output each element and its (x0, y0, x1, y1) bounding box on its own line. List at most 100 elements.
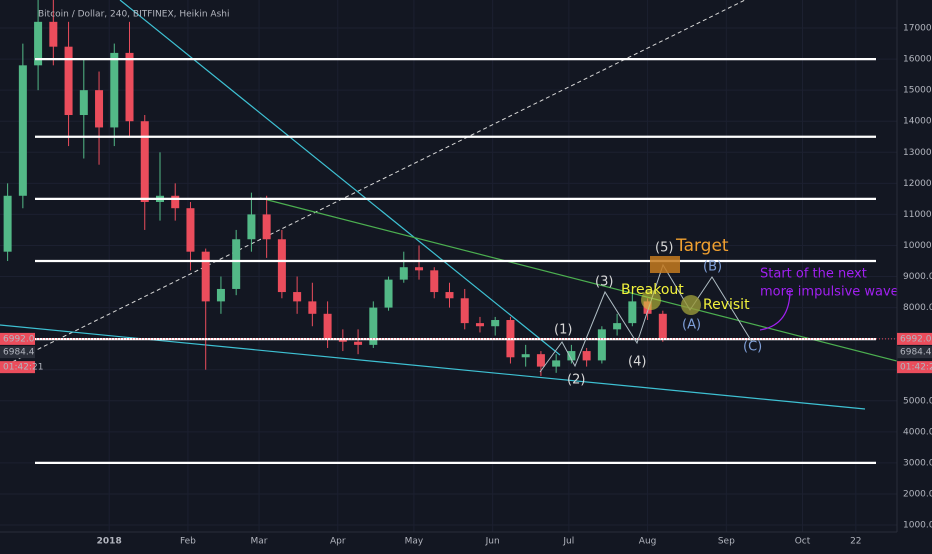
x-tick-label: Mar (251, 537, 268, 547)
wave-label: (5) (655, 241, 673, 256)
y-tick-label: 9000.0 (903, 272, 932, 282)
candle-body (277, 239, 286, 293)
candle-body (445, 292, 454, 299)
candle-body (460, 298, 469, 324)
chart-title: Bitcoin / Dollar, 240, BITFINEX, Heikin … (38, 10, 230, 20)
axes: 1000.02000.03000.04000.05000.06000.07000… (0, 24, 932, 547)
price-label: 6984.4 (3, 348, 35, 358)
candle-body (34, 21, 43, 66)
wave-label: (1) (554, 323, 572, 338)
candle-body (536, 354, 545, 367)
candle-body (293, 292, 302, 302)
candle-body (552, 360, 561, 367)
y-tick-label: 17000.0 (903, 24, 932, 34)
x-tick-label: 22 (850, 537, 861, 547)
y-tick-label: 16000.0 (903, 55, 932, 65)
breakout-label: Breakout (621, 282, 684, 298)
revisit-circle (681, 295, 701, 315)
y-tick-label: 15000.0 (903, 86, 932, 96)
target-label: Target (675, 236, 729, 256)
candle-body (628, 301, 637, 324)
note-arrow (759, 289, 791, 331)
candle-body (475, 323, 484, 327)
candle-body (186, 208, 195, 252)
price-label: 01:42:21 (900, 363, 932, 373)
candle-body (399, 267, 408, 280)
wave-label: (4) (628, 355, 646, 370)
x-tick-label: Feb (180, 537, 196, 547)
candle-body (140, 121, 149, 202)
y-tick-label: 2000.0 (903, 489, 932, 499)
x-tick-label: Jun (485, 537, 500, 547)
x-tick-label: May (405, 537, 424, 547)
candle-body (18, 65, 27, 196)
candle-body (216, 288, 225, 302)
candle-body (110, 52, 119, 128)
y-tick-label: 5000.0 (903, 396, 932, 406)
revisit-label: Revisit (703, 297, 750, 313)
price-label: 6992.0 (900, 334, 932, 344)
candle-body (430, 270, 439, 293)
candle-body (384, 279, 393, 308)
candle-body (79, 90, 88, 116)
candle-body (369, 307, 378, 345)
wave-path (539, 263, 753, 373)
price-label: 01:42:21 (3, 363, 43, 373)
price-axis (897, 0, 932, 550)
x-tick-label: Sep (718, 537, 735, 547)
x-tick-label: Apr (330, 537, 346, 547)
candle-body (658, 313, 667, 339)
candle-body (308, 301, 317, 314)
y-tick-label: 8000.0 (903, 303, 932, 313)
candle-body (415, 267, 424, 271)
y-tick-label: 11000.0 (903, 210, 932, 220)
candle-body (613, 323, 622, 330)
y-tick-label: 13000.0 (903, 148, 932, 158)
wave-label: (2) (567, 373, 585, 388)
dashed-trendline (0, 0, 746, 369)
candle-body (521, 354, 530, 358)
wave-label: (A) (682, 318, 701, 333)
target-box (650, 256, 680, 273)
y-tick-label: 14000.0 (903, 117, 932, 127)
candle-body (597, 329, 606, 361)
price-label-box (897, 346, 932, 359)
candle-body (567, 351, 576, 361)
y-tick-label: 3000.0 (903, 458, 932, 468)
price-label-box (897, 361, 932, 374)
candle-body (49, 21, 58, 47)
note-label: Start of the next (760, 267, 867, 282)
price-label: 6992.0 (3, 334, 35, 344)
price-label-box (0, 361, 35, 374)
candle-body (582, 351, 591, 361)
candle-body (95, 90, 104, 128)
levels (0, 58, 897, 464)
y-tick-label: 12000.0 (903, 179, 932, 189)
y-tick-label: 1000.0 (903, 521, 932, 531)
green-trendline (259, 197, 932, 371)
candle-body (171, 195, 180, 209)
price-label: 6984.4 (900, 348, 932, 358)
wave-label: (C) (743, 340, 762, 355)
x-tick-label: 2018 (97, 537, 122, 547)
candle-body (491, 320, 500, 327)
x-tick-label: Aug (639, 537, 657, 547)
price-label-box (0, 332, 35, 345)
breakout-circle (641, 290, 661, 310)
time-axis (0, 532, 932, 550)
candle-body (262, 214, 271, 240)
x-tick-label: Jul (562, 537, 574, 547)
x-tick-label: Oct (795, 537, 811, 547)
wave-label: (B) (703, 260, 722, 275)
note-label: more impulsive wave (760, 285, 899, 300)
candle-body (354, 341, 363, 345)
y-tick-label: 4000.0 (903, 427, 932, 437)
candle-body (201, 251, 210, 302)
price-label-box (0, 346, 35, 359)
candle-body (323, 313, 332, 339)
price-label-box (897, 332, 932, 345)
candles (3, 0, 667, 376)
candle-body (64, 46, 73, 116)
